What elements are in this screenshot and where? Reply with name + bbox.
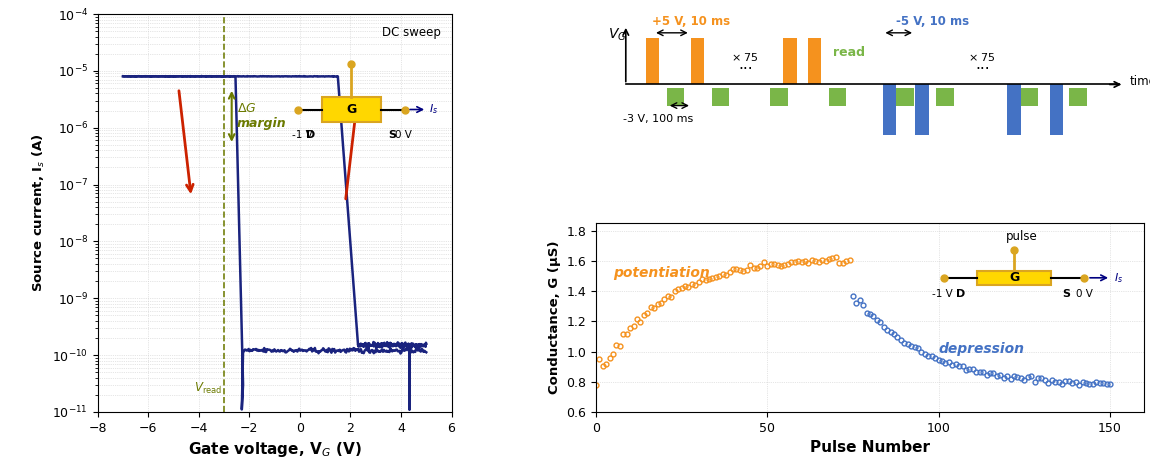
Bar — [915, 84, 929, 134]
Bar — [691, 37, 704, 84]
Bar — [1021, 88, 1038, 106]
Bar — [646, 37, 659, 84]
Text: $\times$ 75: $\times$ 75 — [731, 51, 759, 63]
Text: $\Delta G$
margin: $\Delta G$ margin — [237, 102, 286, 130]
X-axis label: Pulse Number: Pulse Number — [810, 440, 930, 455]
Text: read: read — [833, 46, 865, 59]
Bar — [882, 84, 896, 134]
Text: $V_G$: $V_G$ — [608, 26, 627, 43]
Text: $\times$ 75: $\times$ 75 — [968, 51, 996, 63]
Bar — [1050, 84, 1064, 134]
Bar — [770, 88, 788, 106]
Text: ···: ··· — [975, 61, 989, 76]
Text: +5 V, 10 ms: +5 V, 10 ms — [652, 15, 729, 28]
Text: -5 V, 10 ms: -5 V, 10 ms — [896, 15, 969, 28]
Text: $V_{\rm read}$: $V_{\rm read}$ — [193, 381, 222, 396]
Bar — [829, 88, 846, 106]
Bar — [783, 37, 797, 84]
Bar — [712, 88, 729, 106]
Text: -3 V, 100 ms: -3 V, 100 ms — [623, 114, 693, 124]
Text: DC sweep: DC sweep — [382, 26, 440, 39]
Bar — [1070, 88, 1087, 106]
Text: time: time — [1129, 75, 1150, 88]
Bar — [667, 88, 684, 106]
Y-axis label: Source current, I$_s$ (A): Source current, I$_s$ (A) — [30, 133, 46, 292]
Y-axis label: Conductance, G (μS): Conductance, G (μS) — [547, 241, 560, 395]
Bar — [807, 37, 821, 84]
Text: depression: depression — [938, 342, 1025, 356]
Text: ···: ··· — [738, 61, 753, 76]
Text: potentiation: potentiation — [613, 266, 710, 280]
Bar — [936, 88, 953, 106]
Bar — [1007, 84, 1021, 134]
Bar — [896, 88, 914, 106]
X-axis label: Gate voltage, V$_G$ (V): Gate voltage, V$_G$ (V) — [187, 440, 361, 459]
